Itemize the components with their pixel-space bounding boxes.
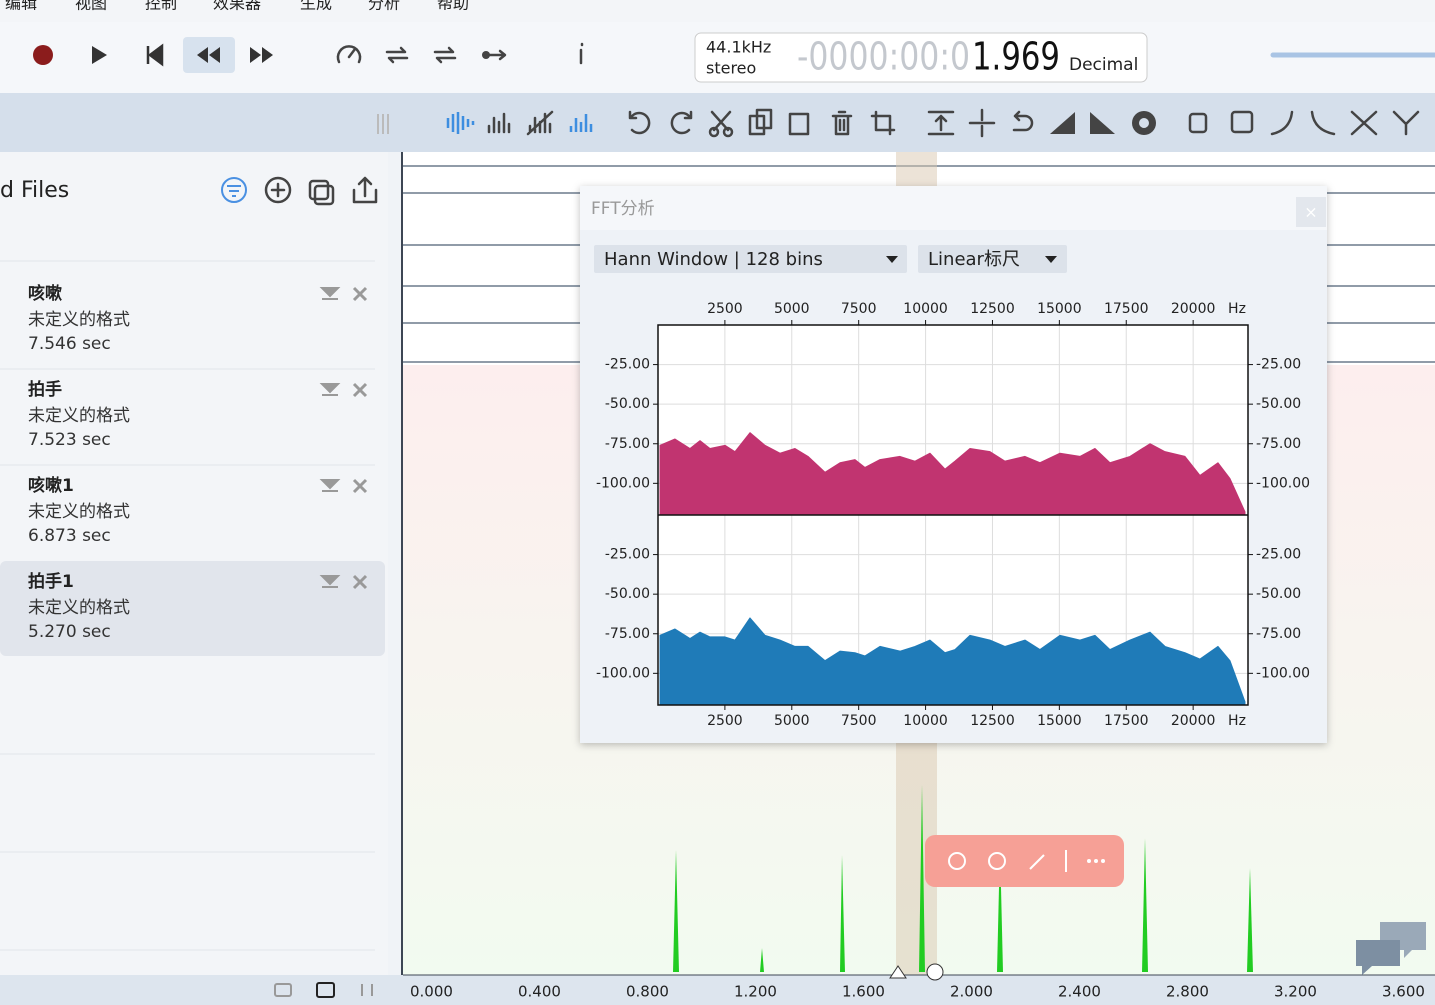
x-tick-label: 2500 [707, 301, 743, 317]
y-tick-label: -100.00 [596, 475, 650, 491]
scale-select-text: Linear标尺 [928, 249, 1020, 270]
timeline-label: 0.800 [626, 983, 669, 1001]
timeline-label: 1.600 [842, 983, 885, 1001]
y-tick-label: -100.00 [1256, 665, 1310, 681]
timeline-label: 3.200 [1274, 983, 1317, 1001]
file-format: 未定义的格式 [28, 406, 130, 426]
x-tick-label: 10000 [903, 301, 948, 317]
x-tick-label: 5000 [774, 713, 810, 729]
panel-title: d Files [0, 178, 69, 203]
x-tick-label: 2500 [707, 713, 743, 729]
timeline-label: 3.600 [1382, 983, 1425, 1001]
x-tick-label: 17500 [1104, 301, 1149, 317]
file-duration: 5.270 sec [28, 622, 111, 642]
timeline-label: 2.400 [1058, 983, 1101, 1001]
y-tick-label: -75.00 [1256, 436, 1301, 452]
y-tick-label: -75.00 [605, 626, 650, 642]
menu-item[interactable]: 编辑 [5, 0, 37, 13]
x-tick-label: 5000 [774, 301, 810, 317]
menu-item[interactable]: 帮助 [437, 0, 469, 13]
playhead[interactable] [927, 964, 943, 980]
y-tick-label: -25.00 [605, 547, 650, 563]
x-unit: Hz [1228, 301, 1246, 317]
timeline-label: 2.800 [1166, 983, 1209, 1001]
y-tick-label: -50.00 [605, 396, 650, 412]
tool-bar [0, 93, 1435, 152]
sample-rate: 44.1kHz [706, 38, 771, 57]
dialog-titlebar [580, 186, 1327, 230]
file-format: 未定义的格式 [28, 502, 130, 522]
time-prefix: -0000:00:0 [797, 35, 970, 79]
timeline-label: 0.400 [518, 983, 561, 1001]
file-duration: 7.523 sec [28, 430, 111, 450]
x-tick-label: 20000 [1171, 713, 1216, 729]
dialog-title: FFT分析 [591, 199, 655, 219]
x-tick-label: 12500 [970, 301, 1015, 317]
x-tick-label: 20000 [1171, 301, 1216, 317]
y-tick-label: -50.00 [605, 586, 650, 602]
file-format: 未定义的格式 [28, 598, 130, 618]
x-tick-label: 17500 [1104, 713, 1149, 729]
file-format: 未定义的格式 [28, 310, 130, 330]
x-tick-label: 10000 [903, 713, 948, 729]
x-unit: Hz [1228, 713, 1246, 729]
y-tick-label: -100.00 [596, 665, 650, 681]
x-tick-label: 15000 [1037, 713, 1082, 729]
menu-item[interactable]: 效果器 [213, 0, 261, 13]
x-tick-label: 7500 [841, 301, 877, 317]
file-name: 咳嗽1 [28, 475, 74, 496]
y-tick-label: -75.00 [605, 436, 650, 452]
y-tick-label: -75.00 [1256, 626, 1301, 642]
more[interactable] [1087, 859, 1105, 863]
file-duration: 6.873 sec [28, 526, 111, 546]
timeline-label: 0.000 [410, 983, 453, 1001]
x-tick-label: 15000 [1037, 301, 1082, 317]
file-name: 拍手 [28, 379, 62, 400]
file-duration: 7.546 sec [28, 334, 111, 354]
timeline-label: 1.200 [734, 983, 777, 1001]
dialog-close: × [1304, 203, 1317, 222]
file-name: 咳嗽 [28, 283, 62, 304]
time-format: Decimal [1069, 55, 1138, 75]
y-tick-label: -100.00 [1256, 475, 1310, 491]
menu-item[interactable]: 分析 [368, 0, 400, 13]
y-tick-label: -25.00 [1256, 357, 1301, 373]
timeline-bar [0, 975, 1435, 1005]
timeline-label: 2.000 [950, 983, 993, 1001]
y-tick-label: -50.00 [1256, 586, 1301, 602]
channels: stereo [706, 59, 756, 78]
record[interactable] [33, 45, 53, 65]
window-select-text: Hann Window | 128 bins [604, 249, 823, 270]
skip-dot [482, 51, 490, 59]
menu-item[interactable]: 控制 [145, 0, 177, 13]
file-name: 拍手1 [28, 571, 74, 592]
tool-inner [1139, 118, 1149, 128]
x-tick-label: 12500 [970, 713, 1015, 729]
y-tick-label: -25.00 [1256, 547, 1301, 563]
y-tick-label: -25.00 [605, 357, 650, 373]
menu-item[interactable]: 视图 [75, 0, 107, 13]
y-tick-label: -50.00 [1256, 396, 1301, 412]
menu-item[interactable]: 生成 [300, 0, 332, 13]
x-tick-label: 7500 [841, 713, 877, 729]
time-value: 1.969 [972, 35, 1060, 79]
